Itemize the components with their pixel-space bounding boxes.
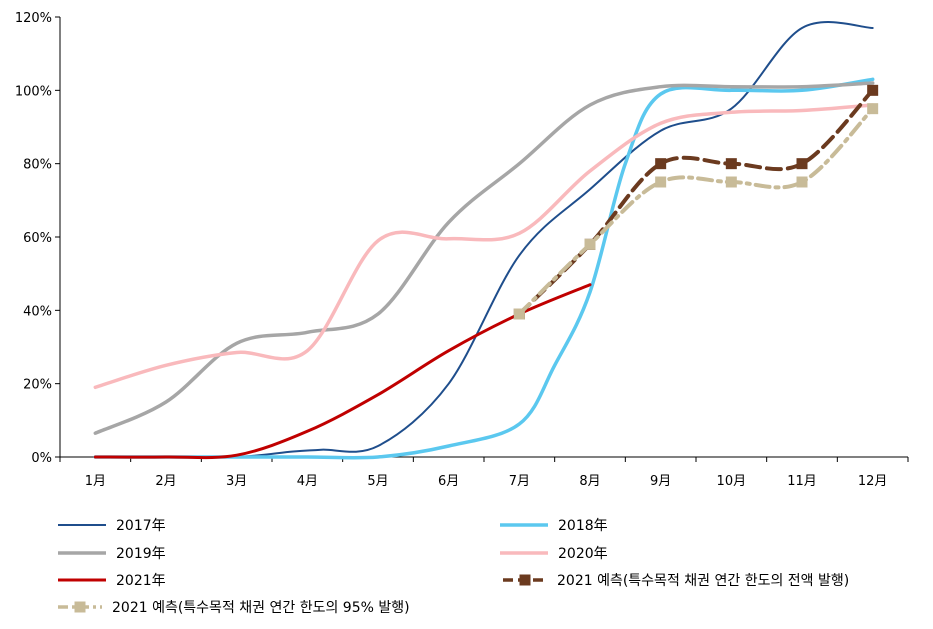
- x-tick-label: 5月: [367, 474, 388, 489]
- series-point-6: [725, 176, 737, 188]
- series-line-1: [93, 77, 875, 460]
- series-point-6: [867, 103, 879, 115]
- x-tick-label: 10月: [717, 474, 747, 489]
- x-tick-label: 3月: [226, 474, 247, 489]
- y-tick-label: 80%: [23, 158, 52, 173]
- series-line-2: [93, 81, 875, 435]
- x-tick-label: 12月: [858, 474, 888, 489]
- y-tick-label: 120%: [15, 11, 52, 26]
- plot-area: [93, 21, 879, 460]
- y-tick-label: 60%: [23, 231, 52, 246]
- x-tick-label: 8月: [579, 474, 600, 489]
- legend-label-6: 2021 예측(특수목적 채권 연간 한도의 95% 발행): [112, 600, 410, 616]
- legend-marker-6: [74, 601, 86, 613]
- series-line-6: [517, 106, 875, 316]
- legend-label-5: 2021 예측(특수목적 채권 연간 한도의 전액 발행): [557, 573, 849, 589]
- x-tick-label: 9月: [650, 474, 671, 489]
- series-point-6: [584, 238, 596, 250]
- series-line-5: [517, 88, 875, 316]
- series-line-3: [93, 103, 875, 390]
- legend-label-2: 2019年: [116, 546, 166, 562]
- legend: 2017年 2018年 2019年 2020年 2021年 2021 예측(특수목적 채권…: [58, 518, 849, 616]
- y-tick-label: 20%: [23, 378, 52, 393]
- y-tick-label: 40%: [23, 304, 52, 319]
- series-point-5: [655, 158, 667, 170]
- series-point-6: [796, 176, 808, 188]
- legend-label-0: 2017年: [116, 518, 166, 534]
- legend-label-1: 2018年: [558, 518, 608, 534]
- x-tick-label: 11月: [787, 474, 817, 489]
- x-tick-label: 6月: [438, 474, 459, 489]
- series-line-4: [93, 283, 592, 460]
- axes: 0% 20% 40% 60% 80% 100% 120% 1月 2月 3月 4月 5月 6月 7月 8月 9月…: [15, 11, 909, 489]
- series-point-5: [796, 158, 808, 170]
- legend-marker-5: [519, 574, 531, 586]
- series-point-5: [725, 158, 737, 170]
- x-tick-label: 1月: [85, 474, 106, 489]
- series-point-6: [655, 176, 667, 188]
- x-tick-label: 4月: [297, 474, 318, 489]
- y-tick-label: 0%: [31, 451, 52, 466]
- legend-label-3: 2020年: [558, 546, 608, 562]
- series-point-6: [513, 308, 525, 320]
- x-tick-label: 2月: [155, 474, 176, 489]
- y-tick-label: 100%: [15, 84, 52, 99]
- legend-label-4: 2021年: [116, 573, 166, 589]
- x-tick-label: 7月: [509, 474, 530, 489]
- series-point-5: [867, 84, 879, 96]
